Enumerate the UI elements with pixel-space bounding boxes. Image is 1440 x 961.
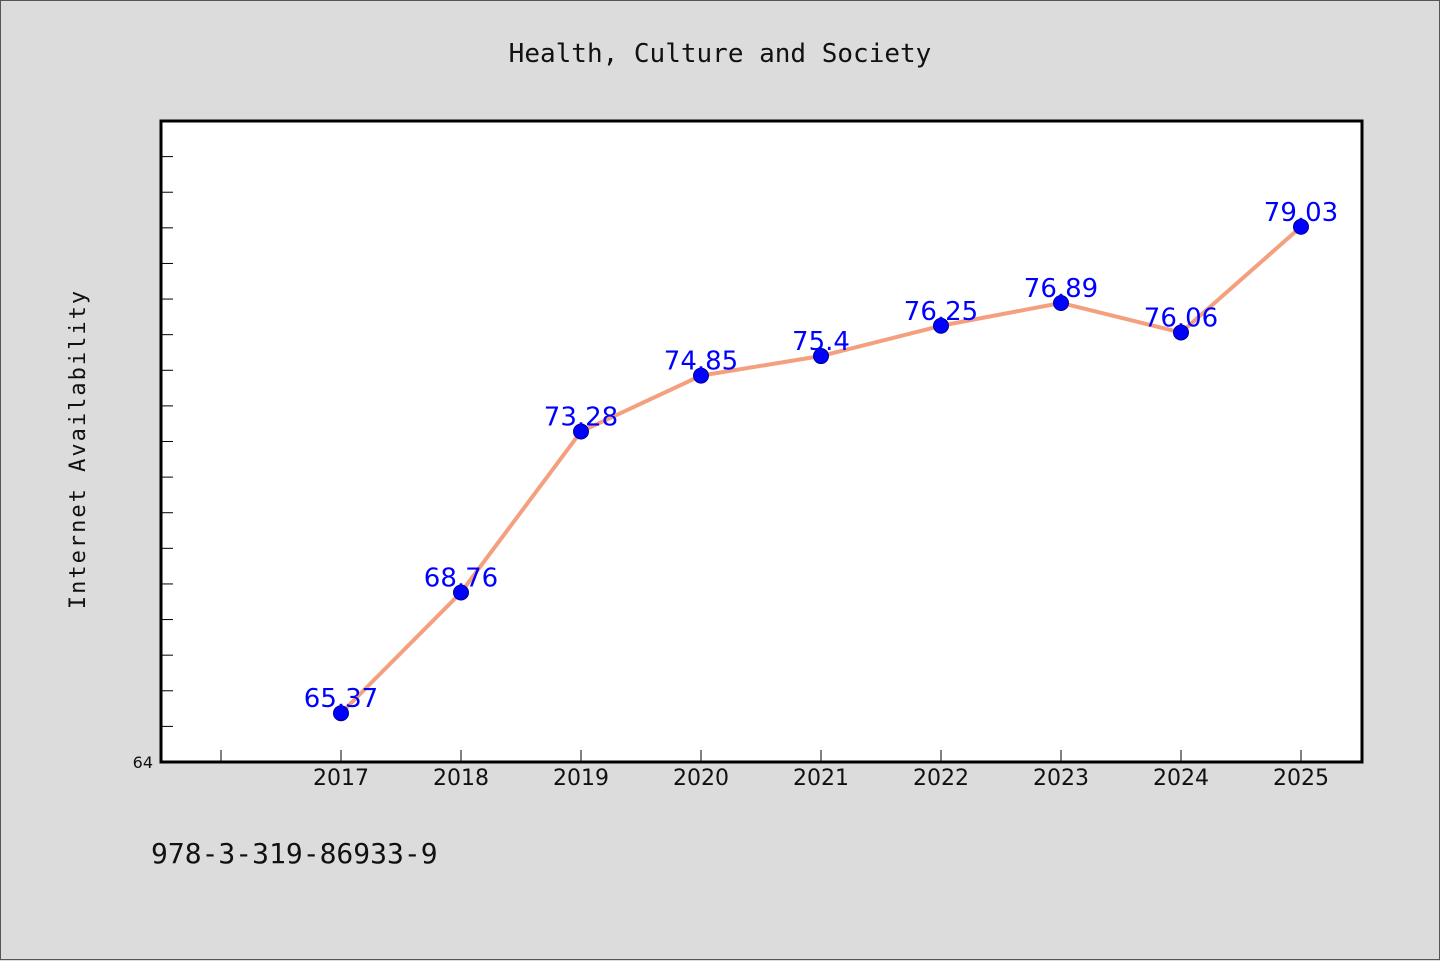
- data-point: [813, 348, 829, 365]
- x-tick-label: 2024: [1153, 766, 1209, 791]
- isbn-annotation: 978-3-319-86933-9: [151, 837, 438, 870]
- data-label: 65.37: [304, 684, 378, 714]
- x-tick-label: 2020: [673, 766, 729, 791]
- x-tick-label: 2021: [793, 766, 849, 791]
- plot-area: [159, 119, 1364, 764]
- chart-title: Health, Culture and Society: [509, 39, 932, 69]
- data-point: [933, 317, 949, 334]
- data-point: [573, 423, 589, 440]
- data-labels: 65.37 68.76 73.28 74.85 75.4 76.25 76.89 76.06 7…: [304, 198, 1338, 714]
- y-axis-ticks: 64: [133, 156, 173, 772]
- data-point: [1293, 218, 1309, 235]
- x-tick-label: 2025: [1273, 766, 1329, 791]
- x-tick-label: 2023: [1033, 766, 1089, 791]
- y-axis-label: Internet Availability: [66, 289, 91, 609]
- x-tick-label: 2017: [313, 766, 369, 791]
- y-tick-label: 64: [133, 753, 153, 772]
- data-point: [1173, 324, 1189, 341]
- data-label: 79.03: [1264, 198, 1338, 228]
- x-tick-label: 2019: [553, 766, 609, 791]
- x-tick-label: 2018: [433, 766, 489, 791]
- data-point: [453, 584, 469, 601]
- data-label: 74.85: [664, 347, 738, 377]
- data-label: 76.06: [1144, 304, 1218, 334]
- data-point: [693, 367, 709, 384]
- data-label: 76.89: [1024, 274, 1098, 304]
- data-label: 68.76: [424, 563, 498, 593]
- x-axis-ticks: 2017 2018 2019 2020 2021 2022 2023 2024 2025: [220, 750, 1329, 791]
- data-label: 73.28: [544, 403, 618, 433]
- data-label: 76.25: [904, 297, 978, 327]
- data-point: [333, 705, 349, 722]
- data-point: [1053, 294, 1069, 311]
- x-tick-label: 2022: [913, 766, 969, 791]
- data-markers: [333, 218, 1309, 722]
- data-label: 75.4: [792, 327, 850, 357]
